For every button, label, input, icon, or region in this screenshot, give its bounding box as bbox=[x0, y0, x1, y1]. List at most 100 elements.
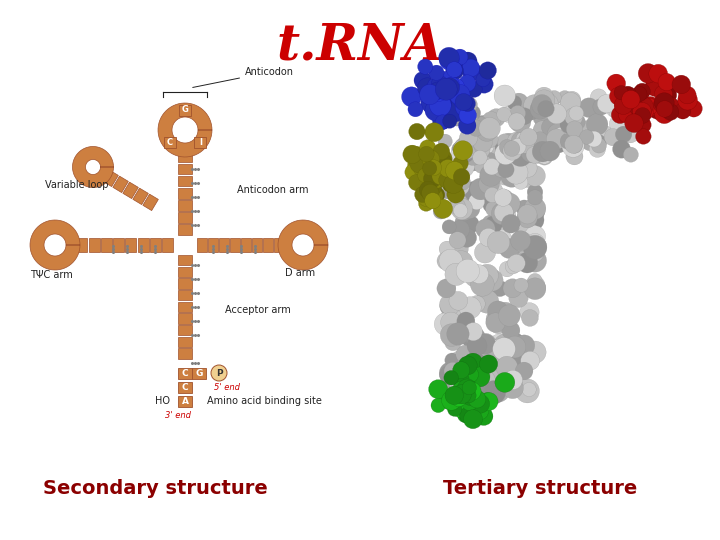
Text: HO: HO bbox=[155, 396, 170, 406]
Text: G: G bbox=[195, 368, 203, 377]
Circle shape bbox=[459, 407, 475, 423]
Text: D arm: D arm bbox=[285, 268, 315, 278]
Circle shape bbox=[518, 222, 539, 244]
Circle shape bbox=[446, 161, 464, 180]
Circle shape bbox=[433, 204, 449, 219]
Circle shape bbox=[526, 146, 543, 163]
Text: 5' end: 5' end bbox=[214, 383, 240, 393]
Circle shape bbox=[463, 382, 481, 400]
Polygon shape bbox=[113, 176, 128, 193]
Circle shape bbox=[457, 375, 474, 391]
Circle shape bbox=[425, 193, 441, 209]
Circle shape bbox=[502, 214, 521, 233]
Circle shape bbox=[626, 91, 645, 111]
Circle shape bbox=[457, 136, 472, 151]
Circle shape bbox=[614, 85, 629, 100]
Circle shape bbox=[527, 184, 543, 200]
Circle shape bbox=[441, 163, 461, 183]
Circle shape bbox=[654, 93, 674, 112]
Polygon shape bbox=[178, 290, 192, 300]
Text: Variable loop: Variable loop bbox=[45, 180, 109, 190]
Circle shape bbox=[445, 334, 462, 350]
Circle shape bbox=[454, 173, 470, 191]
Circle shape bbox=[408, 157, 424, 173]
Circle shape bbox=[517, 252, 538, 273]
Circle shape bbox=[429, 87, 447, 105]
Circle shape bbox=[523, 209, 544, 231]
Circle shape bbox=[480, 228, 498, 247]
Circle shape bbox=[509, 288, 528, 308]
Circle shape bbox=[451, 391, 467, 407]
Circle shape bbox=[449, 111, 465, 126]
Text: C: C bbox=[166, 138, 173, 147]
Circle shape bbox=[454, 381, 469, 395]
Circle shape bbox=[517, 133, 535, 150]
Circle shape bbox=[464, 197, 480, 212]
Circle shape bbox=[547, 123, 569, 145]
FancyBboxPatch shape bbox=[194, 137, 207, 148]
Circle shape bbox=[561, 127, 577, 144]
Circle shape bbox=[493, 302, 517, 326]
Circle shape bbox=[457, 379, 477, 399]
Circle shape bbox=[452, 384, 472, 404]
Polygon shape bbox=[274, 238, 284, 252]
Circle shape bbox=[480, 339, 498, 357]
Circle shape bbox=[660, 86, 677, 104]
Circle shape bbox=[434, 153, 454, 172]
Circle shape bbox=[446, 62, 462, 78]
Circle shape bbox=[438, 172, 454, 188]
Circle shape bbox=[482, 112, 500, 130]
Circle shape bbox=[443, 92, 459, 109]
Circle shape bbox=[464, 410, 482, 429]
Circle shape bbox=[438, 48, 459, 68]
Circle shape bbox=[496, 157, 518, 178]
Circle shape bbox=[570, 114, 585, 130]
Polygon shape bbox=[178, 176, 192, 186]
Circle shape bbox=[456, 345, 474, 363]
Circle shape bbox=[437, 279, 456, 298]
Circle shape bbox=[552, 111, 569, 128]
Circle shape bbox=[459, 129, 477, 147]
Circle shape bbox=[470, 273, 494, 296]
Circle shape bbox=[624, 147, 639, 162]
Circle shape bbox=[657, 100, 673, 117]
Circle shape bbox=[510, 93, 528, 112]
Circle shape bbox=[504, 140, 520, 157]
Circle shape bbox=[480, 169, 500, 190]
Circle shape bbox=[449, 149, 464, 164]
Circle shape bbox=[654, 85, 672, 103]
Circle shape bbox=[465, 137, 487, 159]
Circle shape bbox=[465, 327, 485, 347]
Circle shape bbox=[454, 363, 473, 382]
Circle shape bbox=[426, 187, 443, 205]
Circle shape bbox=[593, 98, 610, 115]
Circle shape bbox=[663, 98, 680, 114]
Circle shape bbox=[498, 91, 512, 105]
Circle shape bbox=[503, 370, 523, 389]
Circle shape bbox=[454, 192, 477, 214]
Circle shape bbox=[418, 59, 433, 75]
Circle shape bbox=[506, 282, 521, 296]
Circle shape bbox=[624, 104, 643, 123]
Circle shape bbox=[459, 75, 476, 92]
Circle shape bbox=[474, 333, 496, 355]
Circle shape bbox=[450, 351, 468, 369]
Polygon shape bbox=[133, 188, 148, 205]
Circle shape bbox=[411, 151, 425, 165]
Circle shape bbox=[635, 117, 651, 133]
Circle shape bbox=[413, 161, 429, 176]
Circle shape bbox=[433, 199, 453, 218]
Circle shape bbox=[405, 164, 421, 180]
Circle shape bbox=[546, 104, 567, 124]
Circle shape bbox=[431, 157, 448, 175]
Circle shape bbox=[503, 141, 522, 160]
Circle shape bbox=[645, 77, 665, 96]
Text: I: I bbox=[199, 138, 202, 147]
Circle shape bbox=[433, 110, 452, 130]
Circle shape bbox=[497, 107, 511, 122]
Circle shape bbox=[453, 362, 469, 379]
Circle shape bbox=[537, 150, 552, 164]
Circle shape bbox=[434, 181, 453, 199]
Circle shape bbox=[455, 93, 472, 111]
Text: P: P bbox=[216, 368, 222, 377]
